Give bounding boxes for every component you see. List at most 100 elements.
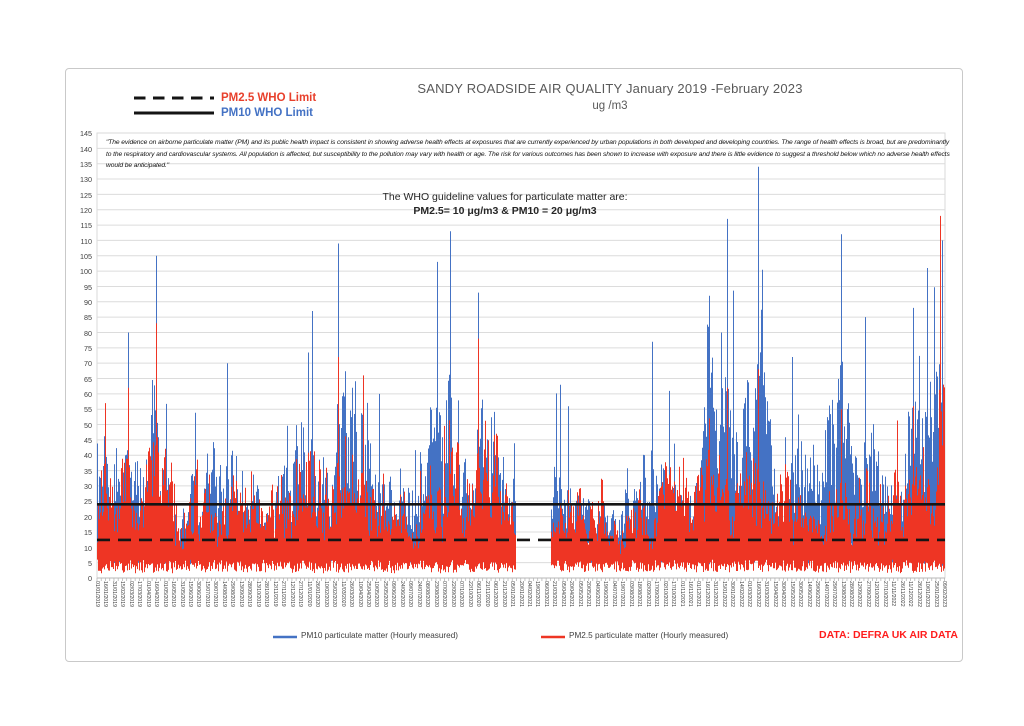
x-tick-label: 16/11/2021 [687, 581, 693, 607]
y-tick-label: 90 [84, 297, 92, 307]
x-tick-label: 17/09/2021 [653, 581, 660, 607]
x-tick-label: 01/11/2021 [678, 581, 685, 607]
x-tick-label: 14/08/2019 [220, 581, 227, 607]
x-tick-label: 09/02/2023 [941, 581, 948, 607]
x-tick-label: 01/05/2019 [161, 581, 168, 607]
x-tick-label: 06/12/2020 [492, 581, 499, 607]
y-tick-label: 30 [84, 482, 92, 492]
y-tick-label: 95 [84, 282, 92, 292]
y-tick-label: 35 [84, 466, 92, 476]
x-tick-label: 12/09/2022 [856, 581, 863, 607]
x-tick-label: 20/05/2021 [585, 581, 592, 607]
x-tick-label: 01/01/2019 [93, 581, 100, 607]
x-tick-label: 11/11/2022 [890, 581, 897, 607]
x-tick-label: 21/03/2021 [551, 581, 558, 607]
y-tick-label: 45 [84, 436, 92, 446]
x-tick-label: 27/12/2019 [297, 581, 304, 607]
x-tick-label: 26/11/2022 [898, 581, 905, 607]
y-tick-label: 80 [84, 328, 92, 338]
x-tick-label: 26/01/2020 [314, 581, 321, 607]
x-tick-label: 04/06/2021 [593, 581, 600, 607]
x-tick-label: 10/04/2020 [356, 581, 363, 607]
y-tick-label: 70 [84, 359, 92, 369]
x-tick-label: 04/07/2021 [610, 581, 617, 607]
x-tick-label: 28/09/2019 [246, 581, 253, 607]
x-tick-label: 15/05/2022 [788, 581, 795, 607]
y-tick-label: 135 [80, 159, 92, 169]
y-tick-label: 60 [84, 390, 92, 400]
x-tick-label: 11/01/2020 [305, 581, 312, 607]
x-tick-label: 02/10/2021 [661, 581, 668, 607]
y-tick-label: 65 [84, 374, 92, 384]
pm25-limit-dashed-line-icon [134, 96, 214, 99]
x-tick-label: 07/10/2020 [458, 581, 465, 607]
x-tick-label: 27/11/2019 [280, 581, 287, 607]
x-tick-label: 01/12/2021 [695, 581, 702, 607]
y-tick-label: 55 [84, 405, 92, 415]
x-tick-label: 19/06/2021 [602, 581, 609, 607]
x-tick-label: 11/12/2022 [907, 581, 914, 607]
x-tick-label: 17/03/2019 [136, 581, 143, 607]
x-tick-label: 30/04/2022 [780, 581, 787, 607]
x-tick-label: 24/06/2020 [398, 581, 405, 607]
x-tick-label: 31/03/2022 [763, 581, 770, 607]
x-tick-label: 15/01/2022 [720, 581, 727, 607]
y-tick-label: 0 [88, 574, 92, 584]
y-tick-label: 100 [80, 267, 92, 277]
y-tick-label: 5 [88, 558, 92, 568]
data-source-label: DATA: DEFRA UK AIR DATA [818, 629, 958, 641]
x-tick-label: 16/03/2022 [754, 581, 761, 607]
x-tick-label: 10/02/2020 [322, 581, 329, 607]
x-tick-label: 13/09/2019 [237, 581, 244, 607]
x-tick-label: 22/10/2020 [466, 581, 473, 607]
who-guideline-line2: PM2.5= 10 μg/m3 & PM10 = 20 μg/m3 [413, 205, 597, 217]
y-tick-label: 40 [84, 451, 92, 461]
chart-subtitle: ug /m3 [592, 100, 628, 112]
x-tick-label: 30/06/2019 [195, 581, 202, 607]
who-guideline-note: The WHO guideline values for particulate… [255, 191, 755, 217]
x-tick-label: 10/01/2023 [924, 581, 931, 607]
x-tick-label: 20/01/2021 [517, 581, 524, 607]
x-tick-label: 28/10/2019 [263, 581, 270, 607]
chart-title: SANDY ROADSIDE AIR QUALITY January 2019 … [417, 81, 803, 96]
y-tick-label: 125 [80, 190, 92, 200]
x-tick-label: 23/08/2020 [432, 581, 439, 607]
x-tick-label: 27/09/2022 [864, 581, 871, 607]
x-tick-label: 12/11/2019 [271, 581, 278, 607]
x-tick-label: 04/02/2021 [525, 581, 532, 607]
y-tick-label: 140 [80, 144, 92, 154]
x-tick-label: 16/01/2019 [102, 581, 109, 607]
x-tick-label: 25/01/2023 [932, 581, 939, 607]
x-tick-label: 02/03/2019 [127, 581, 134, 607]
x-tick-label: 30/01/2022 [729, 581, 736, 607]
y-tick-label: 110 [80, 236, 92, 246]
pm25-limit-legend-item: PM2.5 WHO Limit [133, 90, 316, 105]
x-tick-label: 21/12/2020 [500, 581, 507, 607]
x-tick-label: 19/02/2021 [534, 581, 541, 607]
x-tick-label: 16/12/2021 [703, 581, 710, 607]
x-tick-label: 16/05/2019 [170, 581, 177, 607]
x-tick-label: 05/01/2021 [509, 581, 516, 607]
x-tick-label: 10/05/2020 [373, 581, 380, 607]
pm10-limit-legend-item: PM10 WHO Limit [133, 105, 316, 120]
pm25-limit-label: PM2.5 WHO Limit [221, 91, 317, 104]
x-tick-label: 15/07/2019 [203, 581, 210, 607]
pm10-limit-solid-line-icon [134, 111, 214, 114]
x-tick-label: 12/10/2022 [873, 581, 880, 607]
y-tick-label: 130 [80, 175, 92, 185]
x-tick-label: 14/06/2022 [805, 581, 812, 607]
x-tick-label: 31/01/2019 [110, 581, 117, 607]
x-tick-label: 30/07/2019 [212, 581, 219, 607]
x-tick-label: 07/09/2020 [441, 581, 448, 607]
x-tick-label: 29/08/2019 [229, 581, 236, 607]
y-tick-label: 115 [80, 221, 92, 231]
x-tick-label: 25/04/2020 [364, 581, 371, 607]
y-tick-label: 10 [84, 543, 92, 553]
x-tick-label: 15/04/2022 [771, 581, 778, 607]
x-tick-label: 02/09/2021 [644, 581, 651, 607]
x-tick-label: 15/02/2019 [119, 581, 126, 607]
x-tick-label: 20/04/2021 [568, 581, 575, 607]
x-tick-label: 26/12/2022 [915, 581, 922, 607]
